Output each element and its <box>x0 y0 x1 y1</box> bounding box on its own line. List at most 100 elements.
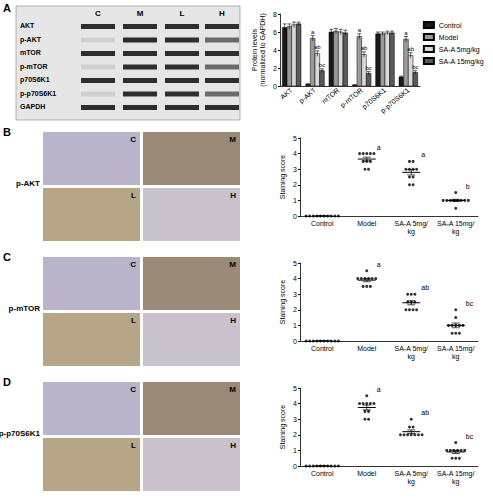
svg-text:p-AKT: p-AKT <box>16 179 40 188</box>
svg-text:p-p70S6K1: p-p70S6K1 <box>20 90 56 98</box>
svg-text:SA-A 5mg/: SA-A 5mg/ <box>395 345 429 353</box>
svg-text:p70S6K1: p70S6K1 <box>20 76 50 84</box>
svg-text:C: C <box>3 251 11 263</box>
svg-text:kg: kg <box>408 228 416 236</box>
svg-text:b: b <box>466 183 470 190</box>
svg-text:SA-A 5mg/: SA-A 5mg/ <box>395 220 429 228</box>
svg-text:L: L <box>131 191 136 200</box>
svg-text:4: 4 <box>273 47 277 54</box>
svg-text:Model: Model <box>357 220 377 227</box>
svg-text:mTOR: mTOR <box>20 49 41 56</box>
svg-text:1: 1 <box>293 447 297 454</box>
svg-text:8: 8 <box>273 11 277 18</box>
svg-text:2: 2 <box>293 306 297 313</box>
svg-text:a: a <box>421 151 425 158</box>
svg-text:M: M <box>137 9 144 18</box>
svg-text:Model: Model <box>439 34 459 41</box>
svg-text:p-AKT: p-AKT <box>20 36 42 44</box>
svg-text:ab: ab <box>421 284 429 291</box>
svg-text:3: 3 <box>293 166 297 173</box>
svg-text:kg: kg <box>408 353 416 361</box>
svg-text:0: 0 <box>293 338 297 345</box>
svg-text:4: 4 <box>293 150 297 157</box>
svg-text:bc: bc <box>466 300 474 307</box>
svg-text:Protein levels: Protein levels <box>251 28 258 71</box>
svg-text:p-mTOR: p-mTOR <box>20 63 47 71</box>
svg-text:6: 6 <box>273 29 277 36</box>
svg-text:M: M <box>229 385 236 394</box>
svg-text:Control: Control <box>311 470 334 477</box>
svg-text:SA-A 15mg/kg: SA-A 15mg/kg <box>439 58 484 66</box>
svg-text:a: a <box>358 27 362 33</box>
svg-text:H: H <box>219 9 225 18</box>
svg-text:Staining score: Staining score <box>279 155 287 199</box>
svg-text:GAPDH: GAPDH <box>20 103 45 110</box>
svg-text:H: H <box>230 441 236 450</box>
svg-text:L: L <box>131 316 136 325</box>
svg-text:2: 2 <box>273 65 277 72</box>
svg-text:a: a <box>377 386 381 393</box>
svg-text:B: B <box>3 126 11 138</box>
svg-text:Control: Control <box>311 220 334 227</box>
svg-text:L: L <box>180 9 185 18</box>
svg-text:ab: ab <box>421 409 429 416</box>
svg-text:Model: Model <box>357 345 377 352</box>
svg-text:2: 2 <box>293 431 297 438</box>
svg-text:Staining score: Staining score <box>279 280 287 324</box>
svg-text:D: D <box>3 376 11 388</box>
svg-text:kg: kg <box>408 478 416 486</box>
svg-text:bc: bc <box>466 433 474 440</box>
svg-text:SA-A 15mg/: SA-A 15mg/ <box>437 220 474 228</box>
svg-text:p-AKT: p-AKT <box>298 86 319 105</box>
svg-text:kg: kg <box>452 228 460 236</box>
svg-text:SA-A 15mg/: SA-A 15mg/ <box>437 470 474 478</box>
svg-text:1: 1 <box>293 322 297 329</box>
svg-text:C: C <box>130 135 136 144</box>
svg-text:Model: Model <box>357 470 377 477</box>
svg-text:C: C <box>95 9 101 18</box>
svg-text:3: 3 <box>293 291 297 298</box>
svg-text:Staining score: Staining score <box>279 405 287 449</box>
svg-text:a: a <box>404 30 408 36</box>
svg-text:bc: bc <box>319 62 325 68</box>
svg-text:Control: Control <box>439 22 462 29</box>
svg-text:H: H <box>230 191 236 200</box>
svg-text:Control: Control <box>311 345 334 352</box>
svg-text:M: M <box>229 260 236 269</box>
svg-text:C: C <box>130 385 136 394</box>
svg-text:AKT: AKT <box>279 86 294 101</box>
svg-text:M: M <box>229 135 236 144</box>
svg-text:4: 4 <box>293 275 297 282</box>
svg-text:kg: kg <box>452 353 460 361</box>
svg-text:5: 5 <box>293 260 297 267</box>
svg-text:0: 0 <box>293 213 297 220</box>
svg-text:p-p70S6K1: p-p70S6K1 <box>379 86 411 115</box>
svg-text:ab: ab <box>314 44 321 50</box>
svg-text:p-mTOR: p-mTOR <box>9 304 41 313</box>
svg-text:bc: bc <box>412 64 418 70</box>
svg-text:0: 0 <box>273 83 277 90</box>
svg-text:C: C <box>130 260 136 269</box>
svg-text:5: 5 <box>293 385 297 392</box>
svg-text:SA-A 5mg/: SA-A 5mg/ <box>395 470 429 478</box>
svg-text:ab: ab <box>407 46 414 52</box>
svg-text:5: 5 <box>293 135 297 142</box>
svg-text:SA-A 15mg/: SA-A 15mg/ <box>437 345 474 353</box>
svg-text:L: L <box>131 441 136 450</box>
svg-text:bc: bc <box>365 65 371 71</box>
svg-text:a: a <box>377 261 381 268</box>
svg-text:(normalized to GAPDH): (normalized to GAPDH) <box>259 13 267 87</box>
svg-text:mTOR: mTOR <box>320 86 340 105</box>
svg-text:4: 4 <box>293 400 297 407</box>
svg-text:H: H <box>230 316 236 325</box>
svg-text:0: 0 <box>293 463 297 470</box>
svg-text:AKT: AKT <box>20 22 35 29</box>
svg-text:kg: kg <box>452 478 460 486</box>
svg-text:SA-A 5mg/kg: SA-A 5mg/kg <box>439 46 480 54</box>
svg-text:a: a <box>311 29 315 35</box>
svg-text:p-p70S6K1: p-p70S6K1 <box>0 429 41 438</box>
svg-text:A: A <box>3 2 11 14</box>
svg-text:2: 2 <box>293 181 297 188</box>
svg-text:a: a <box>377 144 381 151</box>
svg-text:1: 1 <box>293 197 297 204</box>
